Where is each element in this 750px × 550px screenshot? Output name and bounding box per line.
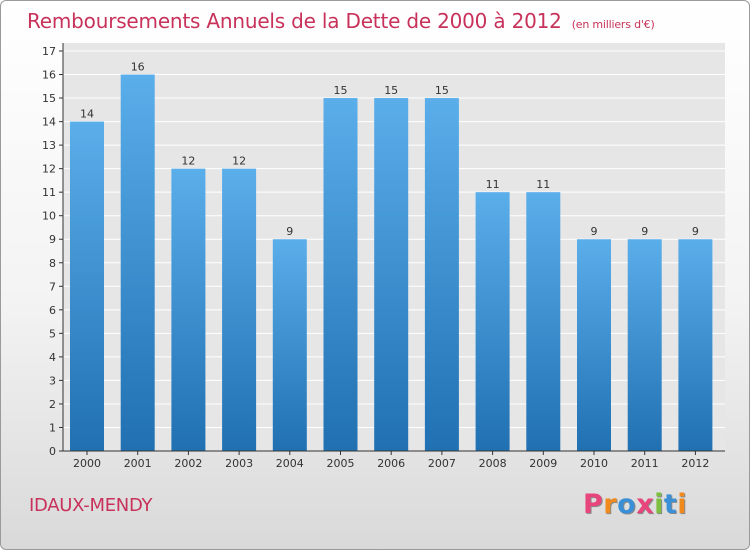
bar-value-label: 15 xyxy=(384,84,398,97)
bar-value-label: 16 xyxy=(131,61,145,74)
bar-value-label: 9 xyxy=(692,225,699,238)
x-tick-label: 2001 xyxy=(124,457,152,470)
x-tick-label: 2007 xyxy=(428,457,456,470)
y-tick-label: 10 xyxy=(42,210,56,223)
x-tick-label: 2011 xyxy=(631,457,659,470)
logo-letter: t xyxy=(663,489,678,520)
bar-value-label: 12 xyxy=(232,155,246,168)
y-tick-label: 6 xyxy=(49,304,56,317)
logo-letter: P xyxy=(583,489,604,520)
y-tick-label: 0 xyxy=(49,445,56,458)
x-tick-label: 2004 xyxy=(276,457,304,470)
y-tick-label: 13 xyxy=(42,139,56,152)
y-tick-label: 9 xyxy=(49,233,56,246)
bar xyxy=(171,168,206,451)
chart-title-text: Remboursements Annuels de la Dette de 20… xyxy=(27,9,562,33)
bar xyxy=(323,98,358,451)
bar-value-label: 12 xyxy=(181,155,195,168)
proxiti-logo[interactable]: Proxiti xyxy=(583,489,687,520)
bar xyxy=(120,74,155,451)
bar-value-label: 9 xyxy=(286,225,293,238)
commune-name: IDAUX-MENDY xyxy=(29,495,153,516)
x-tick-label: 2012 xyxy=(681,457,709,470)
bar xyxy=(222,168,257,451)
logo-letter: x xyxy=(636,489,655,520)
x-tick-label: 2009 xyxy=(529,457,557,470)
bar-value-label: 15 xyxy=(334,84,348,97)
y-tick-label: 7 xyxy=(49,280,56,293)
y-tick-label: 14 xyxy=(42,116,56,129)
bar-value-label: 11 xyxy=(536,178,550,191)
x-tick-label: 2002 xyxy=(174,457,202,470)
y-tick-label: 17 xyxy=(42,45,56,58)
bar xyxy=(70,121,104,452)
y-tick-label: 16 xyxy=(42,69,56,82)
y-tick-label: 5 xyxy=(49,327,56,340)
x-tick-label: 2006 xyxy=(377,457,405,470)
bar-value-label: 15 xyxy=(435,84,449,97)
bar-value-label: 11 xyxy=(486,178,500,191)
x-tick-label: 2000 xyxy=(73,457,101,470)
logo-letter: r xyxy=(603,489,618,520)
y-tick-label: 3 xyxy=(49,374,56,387)
bar xyxy=(526,192,561,452)
bar-value-label: 9 xyxy=(641,225,648,238)
y-tick-label: 11 xyxy=(42,186,56,199)
x-tick-label: 2003 xyxy=(225,457,253,470)
bar xyxy=(424,98,459,451)
y-tick-label: 8 xyxy=(49,257,56,270)
y-tick-label: 2 xyxy=(49,398,56,411)
chart-unit: (en milliers d'€) xyxy=(571,18,655,31)
bar-value-label: 14 xyxy=(80,108,94,121)
bar-value-label: 9 xyxy=(591,225,598,238)
y-tick-label: 12 xyxy=(42,163,56,176)
y-tick-label: 4 xyxy=(49,351,56,364)
bar xyxy=(577,239,611,451)
bars: 14 16 12 12 9 15 15 15 11 11 9 9 9 xyxy=(70,61,713,452)
bar xyxy=(272,239,307,451)
y-tick-label: 1 xyxy=(49,421,56,434)
bar xyxy=(678,239,713,451)
chart-title: Remboursements Annuels de la Dette de 20… xyxy=(27,9,655,33)
bar xyxy=(374,98,409,451)
bar xyxy=(475,192,510,452)
bar xyxy=(627,239,662,451)
x-tick-label: 2005 xyxy=(327,457,355,470)
logo-letter: o xyxy=(617,489,637,520)
logo-letter: i xyxy=(677,489,688,520)
y-tick-label: 15 xyxy=(42,92,56,105)
x-tick-label: 2010 xyxy=(580,457,608,470)
x-tick-label: 2008 xyxy=(479,457,507,470)
logo-letter: i xyxy=(654,489,664,520)
